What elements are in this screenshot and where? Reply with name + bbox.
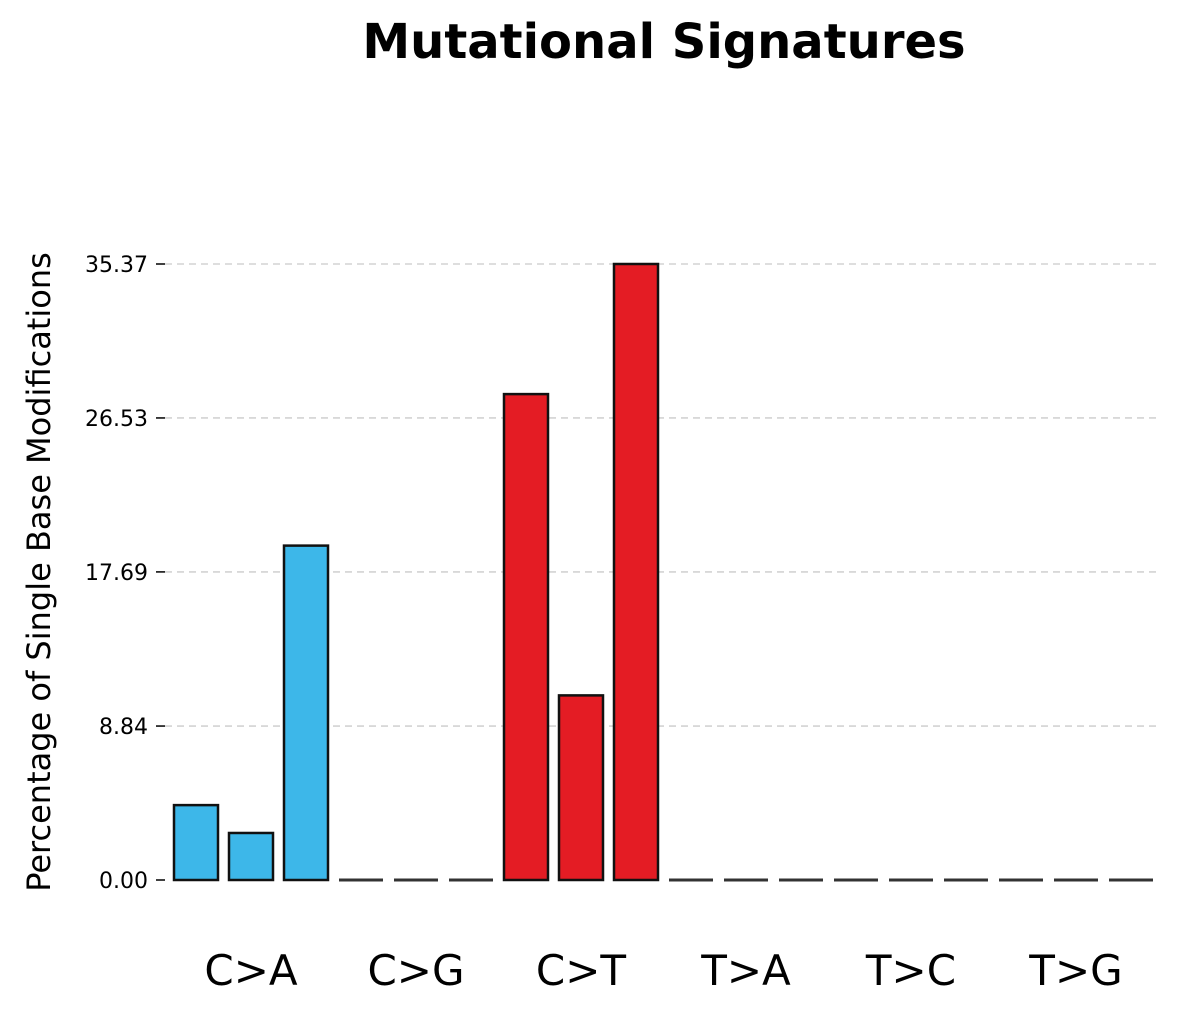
x-group-label: T>A xyxy=(700,946,791,995)
y-tick-label: 35.37 xyxy=(85,253,148,278)
chart-title: Mutational Signatures xyxy=(362,14,965,70)
x-group-label: C>T xyxy=(536,946,627,995)
bar-c-to-t-2 xyxy=(612,262,660,882)
bar-c-to-a-2 xyxy=(282,544,330,882)
bar-c-to-a-1 xyxy=(227,831,275,882)
y-axis-label: Percentage of Single Base Modifications xyxy=(20,252,58,892)
y-tick-label: 0.00 xyxy=(99,869,148,894)
x-group-label: T>C xyxy=(865,946,956,995)
y-tick-label: 8.84 xyxy=(99,715,148,740)
y-tick-label: 17.69 xyxy=(85,561,148,586)
bar-c-to-a-0 xyxy=(172,803,220,882)
bar-c-to-t-1 xyxy=(557,694,605,882)
x-group-label: T>G xyxy=(1028,946,1122,995)
y-tick-label: 26.53 xyxy=(85,407,148,432)
bar-c-to-t-0 xyxy=(502,392,550,882)
bars xyxy=(172,262,1153,882)
x-group-label: C>A xyxy=(204,946,298,995)
grid-lines xyxy=(165,263,1160,727)
x-axis-group-labels: C>A C>G C>T T>A T>C T>G xyxy=(204,946,1122,995)
x-group-label: C>G xyxy=(367,946,464,995)
y-axis-ticks: 0.00 8.84 17.69 26.53 35.37 xyxy=(85,253,165,894)
